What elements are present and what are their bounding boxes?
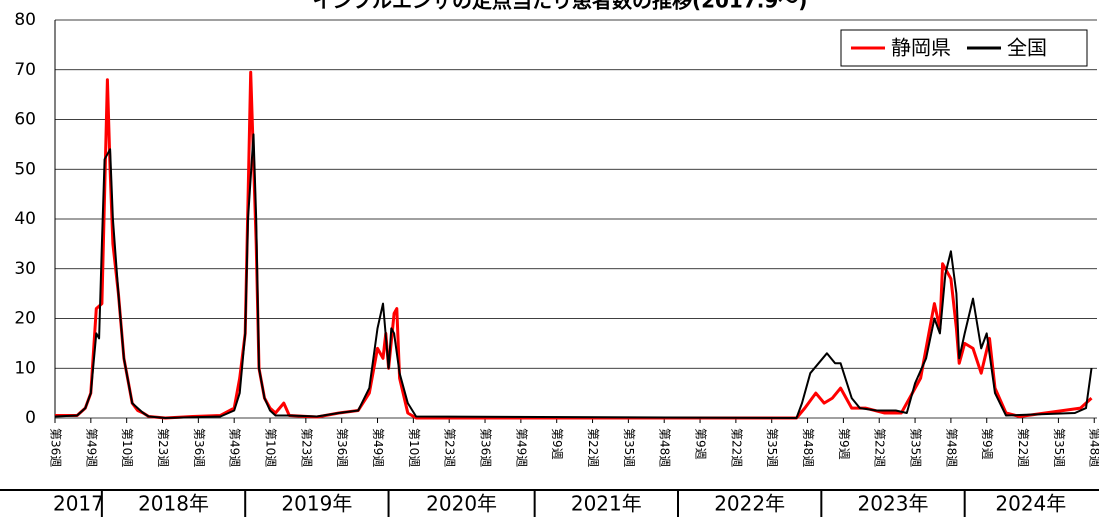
x-tick-label: 第35週	[909, 428, 923, 467]
y-tick-label: 30	[14, 259, 36, 279]
x-tick-label: 第23週	[443, 428, 457, 467]
legend-label: 全国	[1007, 36, 1047, 60]
y-tick-label: 40	[14, 209, 36, 229]
x-tick-label: 第48週	[658, 428, 672, 467]
series-line	[54, 133, 1093, 419]
period-label: 2022年	[714, 492, 785, 516]
series-line	[55, 70, 1093, 420]
x-tick-label: 第9週	[837, 428, 851, 460]
period-label: 2020年	[426, 492, 497, 516]
y-tick-label: 50	[14, 159, 36, 179]
x-tick-label: 第49週	[514, 428, 528, 467]
x-tick-label: 第10週	[120, 428, 134, 467]
x-tick-label: 第35週	[1052, 428, 1066, 467]
x-tick-label: 第48週	[944, 428, 958, 467]
period-label: 2017	[53, 492, 104, 516]
x-tick-label: 第35週	[622, 428, 636, 467]
x-tick-label: 第49週	[228, 428, 242, 467]
y-tick-label: 20	[14, 309, 36, 329]
x-tick-label: 第9週	[550, 428, 564, 460]
x-tick-label: 第9週	[694, 428, 708, 460]
y-tick-label: 0	[25, 408, 36, 428]
x-tick-label: 第36週	[479, 428, 493, 467]
x-tick-label: 第22週	[1016, 428, 1030, 467]
x-tick-label: 第36週	[335, 428, 349, 467]
x-tick-label: 第36週	[49, 428, 63, 467]
y-tick-label: 70	[14, 60, 36, 80]
period-label: 2021年	[571, 492, 642, 516]
y-tick-label: 10	[14, 358, 36, 378]
chart-title: インフルエンザの定点当たり患者数の推移(2017.9～)	[313, 0, 808, 13]
period-label: 2024年	[995, 492, 1066, 516]
x-tick-label: 第35週	[765, 428, 779, 467]
legend-label: 静岡県	[891, 36, 951, 60]
x-tick-label: 第49週	[84, 428, 98, 467]
x-tick-label: 第48週	[801, 428, 815, 467]
x-tick-label: 第10週	[264, 428, 278, 467]
period-label: 2023年	[858, 492, 929, 516]
x-tick-label: 第22週	[873, 428, 887, 467]
x-tick-label: 第9週	[980, 428, 994, 460]
x-tick-label: 第48週	[1088, 428, 1099, 467]
x-tick-label: 第36週	[192, 428, 206, 467]
x-tick-label: 第22週	[586, 428, 600, 467]
y-tick-label: 60	[14, 110, 36, 130]
x-tick-label: 第49週	[371, 428, 385, 467]
period-label: 2019年	[281, 492, 352, 516]
period-label: 2018年	[138, 492, 209, 516]
x-tick-label: 第10週	[407, 428, 421, 467]
y-tick-label: 80	[14, 10, 36, 30]
x-tick-label: 第23週	[299, 428, 313, 467]
x-tick-label: 第23週	[156, 428, 170, 467]
x-tick-label: 第22週	[729, 428, 743, 467]
